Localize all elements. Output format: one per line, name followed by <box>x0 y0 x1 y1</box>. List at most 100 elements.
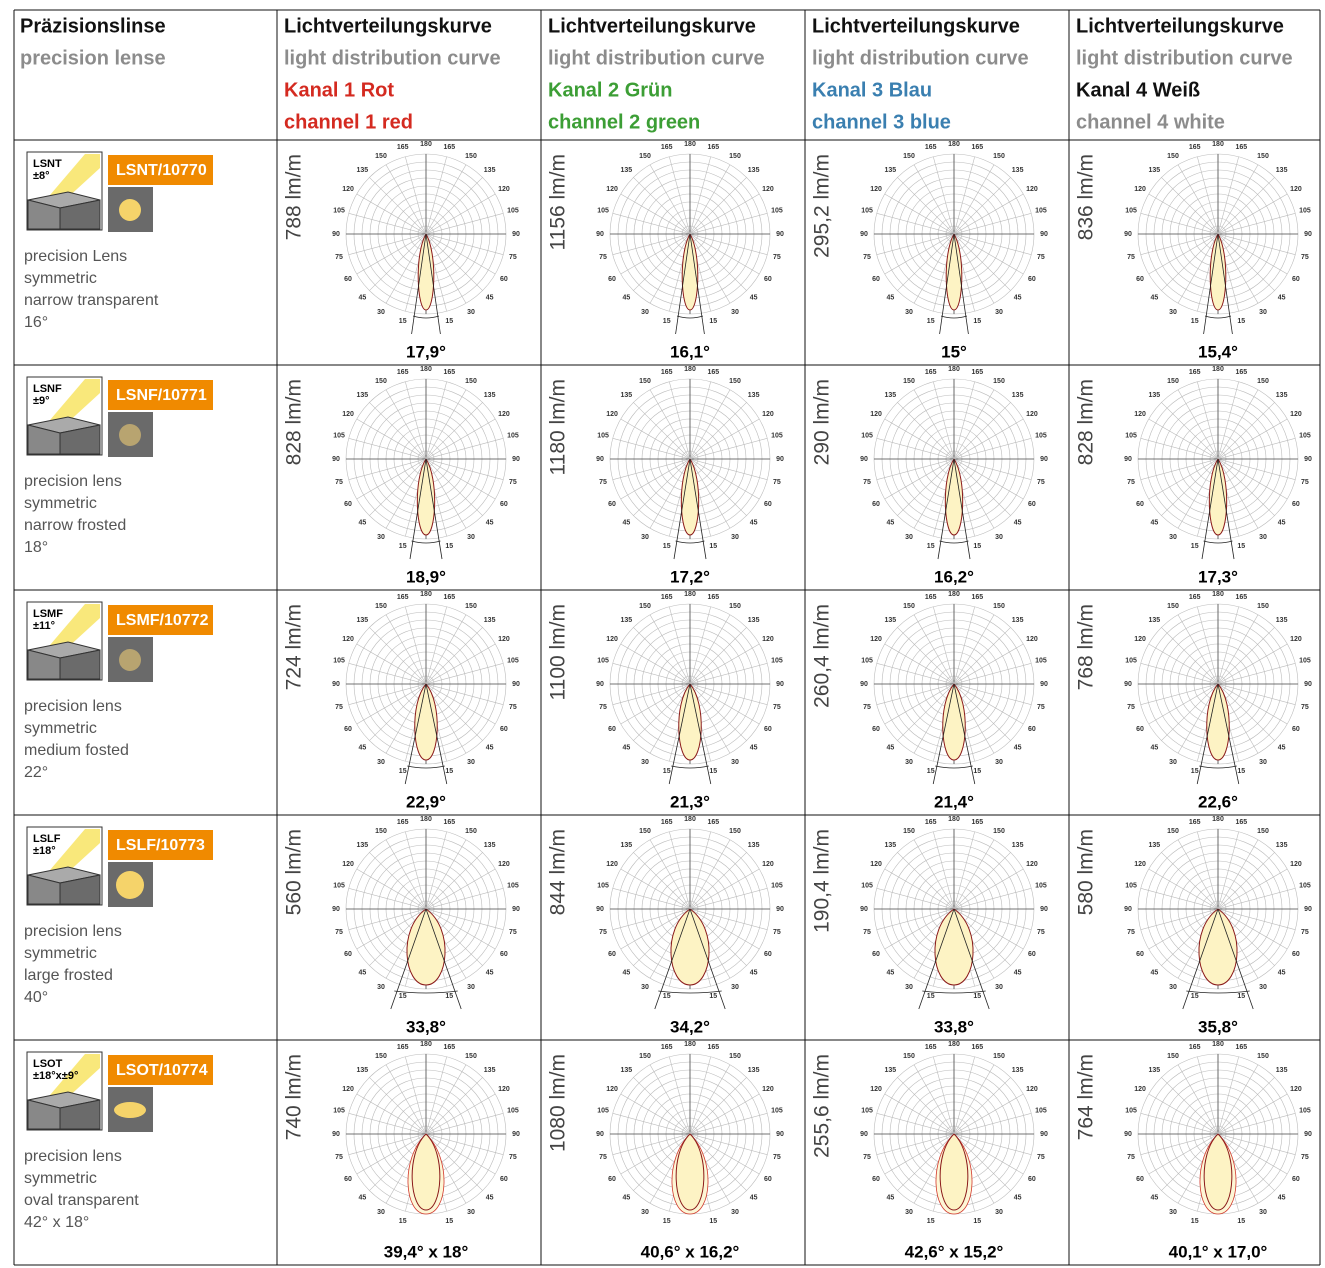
light-beam <box>50 1054 100 1100</box>
lens-code: LSMF <box>33 608 63 620</box>
polar-label: 60 <box>608 276 616 283</box>
polar-label: 60 <box>608 1176 616 1183</box>
polar-label: 105 <box>771 658 783 665</box>
polar-label: 45 <box>886 744 894 751</box>
polar-label: 60 <box>764 726 772 733</box>
polar-diagram: 0151530304545606075759090105105120120135… <box>860 141 1048 335</box>
polar-label: 135 <box>748 842 760 849</box>
polar-label: 15 <box>973 768 981 775</box>
polar-label: 15 <box>1237 993 1245 1000</box>
polar-label: 150 <box>1257 603 1269 610</box>
beam-angle: 22,9° <box>406 792 446 811</box>
polar-label: 45 <box>486 744 494 751</box>
lobe <box>1206 683 1230 761</box>
polar-label: 135 <box>1149 842 1161 849</box>
polar-label: 60 <box>764 276 772 283</box>
beam-edge <box>689 458 707 560</box>
polar-label: 120 <box>1026 411 1038 418</box>
polar-label: 15 <box>927 993 935 1000</box>
polar-label: 120 <box>498 861 510 868</box>
luminous-flux: 580 lm/m <box>1075 829 1098 915</box>
polar-label: 60 <box>764 1176 772 1183</box>
polar-label: 15 <box>663 543 671 550</box>
polar-label: 120 <box>1134 1086 1146 1093</box>
beam-arc <box>940 315 968 319</box>
lobe <box>680 458 700 536</box>
polar-label: 165 <box>397 819 409 826</box>
polar-label: 90 <box>512 681 520 688</box>
polar-label: 180 <box>1212 1041 1224 1048</box>
header-subtitle: precision lense <box>20 47 166 69</box>
polar-label: 15 <box>973 1218 981 1225</box>
beam-edge <box>1217 233 1233 335</box>
polar-label: 75 <box>599 1154 607 1161</box>
polar-label: 135 <box>1149 392 1161 399</box>
polar-label: 15 <box>399 543 407 550</box>
polar-label: 75 <box>335 254 343 261</box>
beam-arc <box>411 540 441 544</box>
polar-label: 135 <box>1012 617 1024 624</box>
article-number: LSMF/10772 <box>116 612 209 629</box>
polar-label: 30 <box>1169 1209 1177 1216</box>
polar-label: 60 <box>764 501 772 508</box>
polar-label: 90 <box>1304 1131 1312 1138</box>
polar-label: 60 <box>500 276 508 283</box>
polar-label: 120 <box>342 186 354 193</box>
beam-arc <box>412 315 440 319</box>
polar-label: 60 <box>1292 726 1300 733</box>
polar-label: 45 <box>886 294 894 301</box>
polar-label: 135 <box>357 617 369 624</box>
polar-label: 60 <box>764 951 772 958</box>
lens-description: symmetric <box>24 1170 97 1187</box>
polar-label: 150 <box>903 378 915 385</box>
beam-angle: 16,2° <box>934 567 974 586</box>
luminous-flux: 764 lm/m <box>1075 1054 1098 1140</box>
polar-label: 165 <box>1235 369 1247 376</box>
polar-label: 75 <box>509 704 517 711</box>
luminous-flux: 836 lm/m <box>1075 154 1098 240</box>
polar-diagram: 0151530304545606075759090105105120120135… <box>860 366 1048 560</box>
luminous-flux: 724 lm/m <box>283 604 306 690</box>
polar-diagram: 0151530304545606075759090105105120120135… <box>332 1041 520 1225</box>
lens-description: symmetric <box>24 720 97 737</box>
polar-label: 165 <box>1189 594 1201 601</box>
polar-label: 135 <box>357 167 369 174</box>
polar-label: 30 <box>1259 759 1267 766</box>
polar-label: 15 <box>445 1218 453 1225</box>
polar-label: 120 <box>762 1086 774 1093</box>
polar-label: 150 <box>375 153 387 160</box>
polar-label: 30 <box>995 534 1003 541</box>
polar-label: 135 <box>1276 1067 1288 1074</box>
polar-label: 135 <box>1276 617 1288 624</box>
polar-diagram: 0151530304545606075759090105105120120135… <box>332 141 520 335</box>
polar-label: 120 <box>342 861 354 868</box>
lens-description: precision lens <box>24 473 122 490</box>
lens-description: large frosted <box>24 967 113 984</box>
polar-label: 90 <box>332 906 340 913</box>
polar-label: 120 <box>498 1086 510 1093</box>
polar-label: 75 <box>509 479 517 486</box>
polar-diagram: 0151530304545606075759090105105120120135… <box>1124 591 1312 785</box>
polar-label: 135 <box>885 1067 897 1074</box>
polar-label: 90 <box>596 906 604 913</box>
polar-label: 60 <box>608 501 616 508</box>
polar-label: 120 <box>498 186 510 193</box>
beam-edge <box>937 458 955 560</box>
header-title: Präzisionslinse <box>20 15 166 37</box>
beam-edge <box>953 683 976 785</box>
polar-label: 30 <box>1259 534 1267 541</box>
polar-label: 15 <box>445 318 453 325</box>
polar-diagram: 0151530304545606075759090105105120120135… <box>596 366 784 560</box>
polar-label: 165 <box>925 1044 937 1051</box>
polar-label: 165 <box>1189 144 1201 151</box>
polar-label: 135 <box>1276 842 1288 849</box>
polar-label: 165 <box>397 144 409 151</box>
beam-arc <box>407 765 445 769</box>
polar-label: 75 <box>863 704 871 711</box>
polar-label: 120 <box>870 1086 882 1093</box>
beam-angle: 17,9° <box>406 342 446 361</box>
polar-label: 105 <box>507 433 519 440</box>
polar-label: 75 <box>773 479 781 486</box>
polar-label: 120 <box>762 636 774 643</box>
